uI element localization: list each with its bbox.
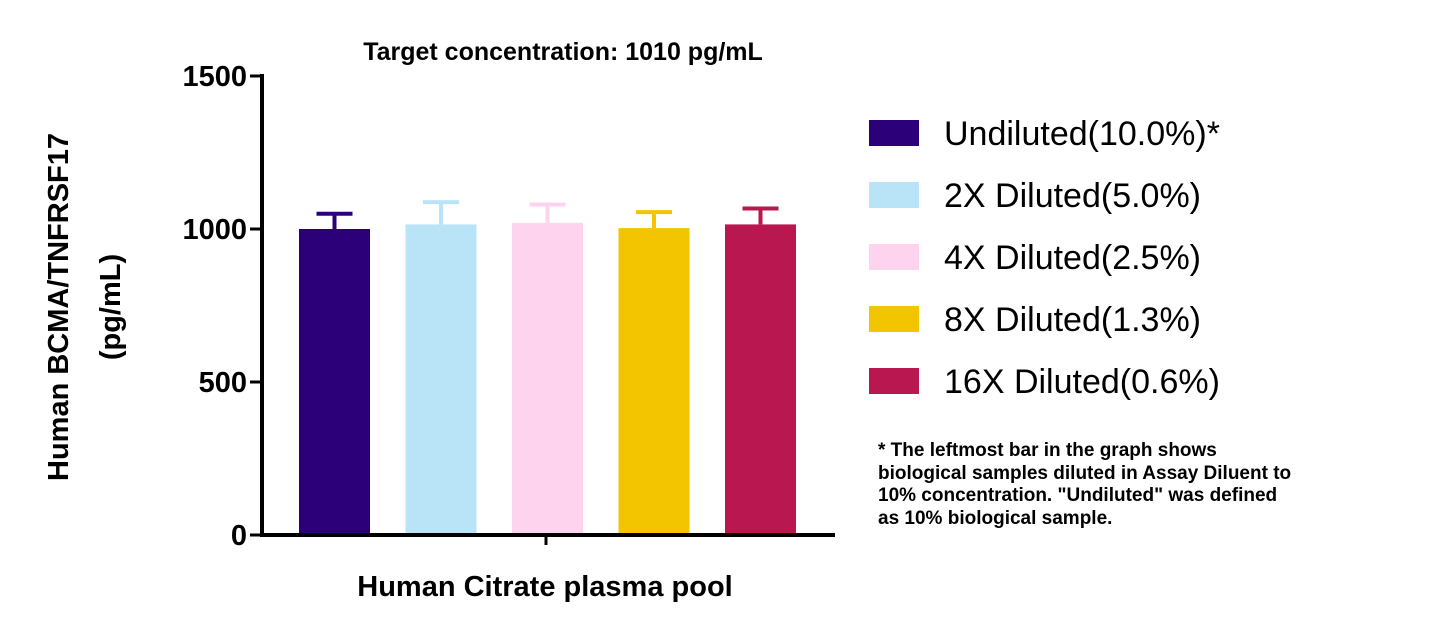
legend-label: 2X Diluted(5.0%) <box>944 177 1201 215</box>
footnote-line: 10% concentration. "Undiluted" was defin… <box>878 485 1278 506</box>
legend-swatch <box>869 120 919 146</box>
bar <box>618 228 690 535</box>
legend-label: 4X Diluted(2.5%) <box>944 239 1201 277</box>
bar <box>725 224 796 535</box>
y-tick-label: 1000 <box>182 214 247 246</box>
bar <box>299 229 370 535</box>
x-axis-label: Human Citrate plasma pool <box>357 571 732 603</box>
legend-swatch <box>869 244 919 270</box>
bar <box>512 222 583 535</box>
footnote-line: as 10% biological sample. <box>878 507 1113 529</box>
legend-label: Undiluted(10.0%)* <box>944 115 1220 153</box>
y-axis-label-line-1: Human BCMA/TNFRSF17 <box>43 133 75 481</box>
y-tick-label: 1500 <box>182 61 247 93</box>
y-tick-label: 500 <box>199 367 247 399</box>
y-tick-label: 0 <box>231 520 247 552</box>
legend-label: 8X Diluted(1.3%) <box>944 301 1201 339</box>
legend-swatch <box>869 368 919 394</box>
y-axis-label-line-2: (pg/mL) <box>95 254 127 360</box>
legend-swatch <box>869 182 919 208</box>
chart-title: Target concentration: 1010 pg/mL <box>363 38 763 66</box>
legend: Undiluted(10.0%)* 2X Diluted(5.0%) 4X Dilu… <box>869 115 1220 401</box>
footnote-line: biological samples diluted in Assay Dilu… <box>878 462 1292 484</box>
y-axis-ticks: 0 500 1000 1500 <box>182 61 262 552</box>
legend-swatch <box>869 306 919 332</box>
legend-label: 16X Diluted(0.6%) <box>944 363 1220 401</box>
bars <box>299 200 796 535</box>
y-axis-label: Human BCMA/TNFRSF17 (pg/mL) <box>43 133 127 481</box>
bar <box>405 224 477 535</box>
footnote-line: * The leftmost bar in the graph shows <box>878 440 1217 461</box>
footnote: * The leftmost bar in the graph shows bi… <box>878 440 1438 530</box>
